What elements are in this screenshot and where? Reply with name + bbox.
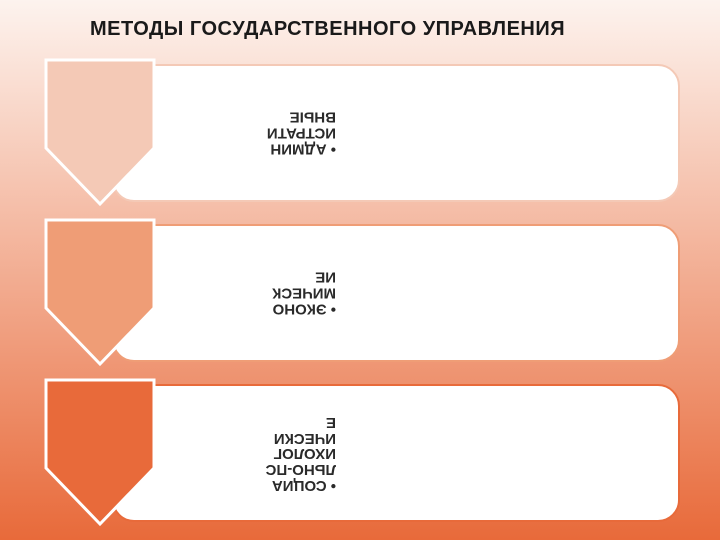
item-2-text: СОЦИАЛЬНО-ПСИХОЛОГИЧЕСКИЕ [266,413,336,493]
item-1-box [112,224,680,362]
chevron-down-icon [40,376,160,530]
item-2-label: • СОЦИАЛЬНО-ПСИХОЛОГИЧЕСКИЕ [264,414,336,493]
items-stack: • АДМИНИСТРАТИВНЫЕ • ЭКОНОМИЧЕСКИЕ [40,58,680,538]
item-2-label-wrap: • СОЦИАЛЬНО-ПСИХОЛОГИЧЕСКИЕ [250,378,350,528]
item-0-label-wrap: • АДМИНИСТРАТИВНЫЕ [250,58,350,208]
item-1-text: ЭКОНОМИЧЕСКИЕ [272,269,336,318]
item-0-text: АДМИНИСТРАТИВНЫЕ [267,109,336,158]
bullet-icon: • [327,141,336,157]
item-0-box [112,64,680,202]
item-2-box [112,384,680,522]
item-1-label-wrap: • ЭКОНОМИЧЕСКИЕ [250,218,350,368]
chevron-down-icon [40,56,160,210]
chevron-path-1 [46,220,154,364]
item-0-label: • АДМИНИСТРАТИВНЫЕ [264,109,336,156]
chevron-path-2 [46,380,154,524]
bullet-icon: • [327,301,336,317]
slide-title: МЕТОДЫ ГОСУДАРСТВЕННОГО УПРАВЛЕНИЯ [90,18,680,41]
slide: МЕТОДЫ ГОСУДАРСТВЕННОГО УПРАВЛЕНИЯ • АДМ… [0,0,720,540]
chevron-down-icon [40,216,160,370]
item-0: • АДМИНИСТРАТИВНЫЕ [40,58,680,208]
chevron-path-0 [46,60,154,204]
item-1-label: • ЭКОНОМИЧЕСКИЕ [264,269,336,316]
item-1: • ЭКОНОМИЧЕСКИЕ [40,218,680,368]
bullet-icon: • [327,477,336,493]
item-2: • СОЦИАЛЬНО-ПСИХОЛОГИЧЕСКИЕ [40,378,680,528]
